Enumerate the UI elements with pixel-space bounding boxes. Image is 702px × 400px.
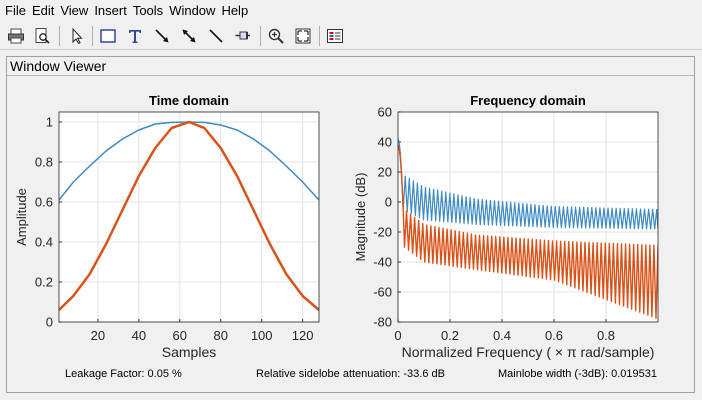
zoom-in-button[interactable] bbox=[265, 25, 287, 47]
x-tick-label: 120 bbox=[292, 328, 314, 343]
pin-icon bbox=[235, 31, 250, 40]
toolbar-separator bbox=[59, 26, 60, 46]
x-tick-label: 60 bbox=[173, 328, 187, 343]
x-tick-label: 0.8 bbox=[597, 328, 615, 343]
chart-title: Time domain bbox=[149, 93, 229, 108]
legend-button[interactable] bbox=[324, 25, 346, 47]
menu-view[interactable]: View bbox=[60, 3, 89, 18]
plot-frame bbox=[397, 111, 659, 323]
fit-to-window-button[interactable] bbox=[292, 25, 314, 47]
y-tick-label: -60 bbox=[373, 285, 392, 300]
y-tick-label: 0.4 bbox=[35, 235, 53, 250]
leakage-factor-text: Leakage Factor: 0.05 % bbox=[65, 368, 182, 380]
x-tick-label: 0.2 bbox=[441, 328, 459, 343]
legend-icon bbox=[327, 29, 343, 43]
sidelobe-attenuation-text: Relative sidelobe attenuation: -33.6 dB bbox=[256, 368, 445, 380]
x-tick-label: 40 bbox=[132, 328, 146, 343]
fit-to-window-icon bbox=[295, 28, 311, 44]
toolbar-separator bbox=[92, 26, 93, 46]
y-tick-label: 0 bbox=[385, 195, 392, 210]
panel-title-divider bbox=[7, 75, 694, 76]
toolbar bbox=[0, 22, 702, 50]
insert-arrow-button[interactable] bbox=[151, 25, 173, 47]
menu-bar: File Edit View Insert Tools Window Help bbox=[0, 0, 702, 21]
menu-insert[interactable]: Insert bbox=[94, 3, 127, 18]
x-tick-label: 0.4 bbox=[493, 328, 511, 343]
x-axis-label: Samples bbox=[162, 344, 216, 360]
series-line-2 bbox=[59, 120, 319, 311]
toolbar-separator bbox=[260, 26, 261, 46]
toolbar-separator bbox=[319, 26, 320, 46]
y-tick-label: 40 bbox=[378, 135, 392, 150]
panel-title: Window Viewer bbox=[10, 58, 107, 74]
menu-file[interactable]: File bbox=[5, 3, 26, 18]
mainlobe-width-text: Mainlobe width (-3dB): 0.019531 bbox=[498, 368, 657, 380]
print-button[interactable] bbox=[5, 25, 27, 47]
pointer-icon bbox=[72, 27, 83, 45]
time-domain-plot: 20 40 60 80 100 120 0 0.2 0.4 0.6 0.8 1 Time domain S… bbox=[14, 93, 320, 360]
insert-double-arrow-button[interactable] bbox=[178, 25, 200, 47]
zoom-in-icon bbox=[268, 28, 284, 44]
x-tick-label: 100 bbox=[251, 328, 273, 343]
x-axis-label: Normalized Frequency ( × π rad/sample) bbox=[402, 344, 655, 360]
y-tick-label: -80 bbox=[373, 315, 392, 330]
plot-frame bbox=[58, 111, 320, 323]
menu-edit[interactable]: Edit bbox=[31, 3, 55, 18]
select-button[interactable] bbox=[66, 25, 88, 47]
menu-help[interactable]: Help bbox=[221, 3, 249, 18]
y-tick-label: 0 bbox=[46, 315, 53, 330]
print-preview-icon bbox=[35, 28, 50, 44]
rectangle-icon bbox=[100, 29, 116, 43]
series-line-2 bbox=[398, 144, 658, 319]
y-tick-label: 0.2 bbox=[35, 275, 53, 290]
pin-button[interactable] bbox=[232, 25, 254, 47]
line-icon bbox=[209, 29, 223, 43]
menu-tools[interactable]: Tools bbox=[132, 3, 164, 18]
x-tick-label: 0.6 bbox=[545, 328, 563, 343]
print-preview-button[interactable] bbox=[31, 25, 53, 47]
print-icon bbox=[8, 28, 24, 44]
x-tick-label: 20 bbox=[91, 328, 105, 343]
insert-rectangle-button[interactable] bbox=[97, 25, 119, 47]
double-arrow-icon bbox=[182, 29, 196, 43]
y-tick-label: 20 bbox=[378, 165, 392, 180]
insert-line-button[interactable] bbox=[205, 25, 227, 47]
chart-title: Frequency domain bbox=[470, 93, 586, 108]
y-axis-label: Magnitude (dB) bbox=[353, 173, 368, 262]
series-line-1 bbox=[398, 138, 658, 230]
text-insert-icon bbox=[129, 30, 141, 43]
y-tick-label: 0.6 bbox=[35, 195, 53, 210]
menu-window[interactable]: Window bbox=[169, 3, 216, 18]
y-tick-label: 60 bbox=[378, 105, 392, 120]
x-tick-label: 0 bbox=[394, 328, 401, 343]
y-tick-label: -20 bbox=[373, 225, 392, 240]
arrow-icon bbox=[155, 29, 169, 43]
y-tick-label: 0.8 bbox=[35, 155, 53, 170]
plot-area bbox=[59, 112, 319, 322]
y-axis-label: Amplitude bbox=[14, 188, 29, 246]
frequency-domain-plot: 0 0.2 0.4 0.6 0.8 -80 -60 -40 -20 0 20 40 60 Frequenc… bbox=[353, 93, 659, 360]
y-tick-label: -40 bbox=[373, 255, 392, 270]
x-tick-label: 80 bbox=[213, 328, 227, 343]
insert-text-button[interactable] bbox=[124, 25, 146, 47]
y-tick-label: 1 bbox=[46, 115, 53, 130]
